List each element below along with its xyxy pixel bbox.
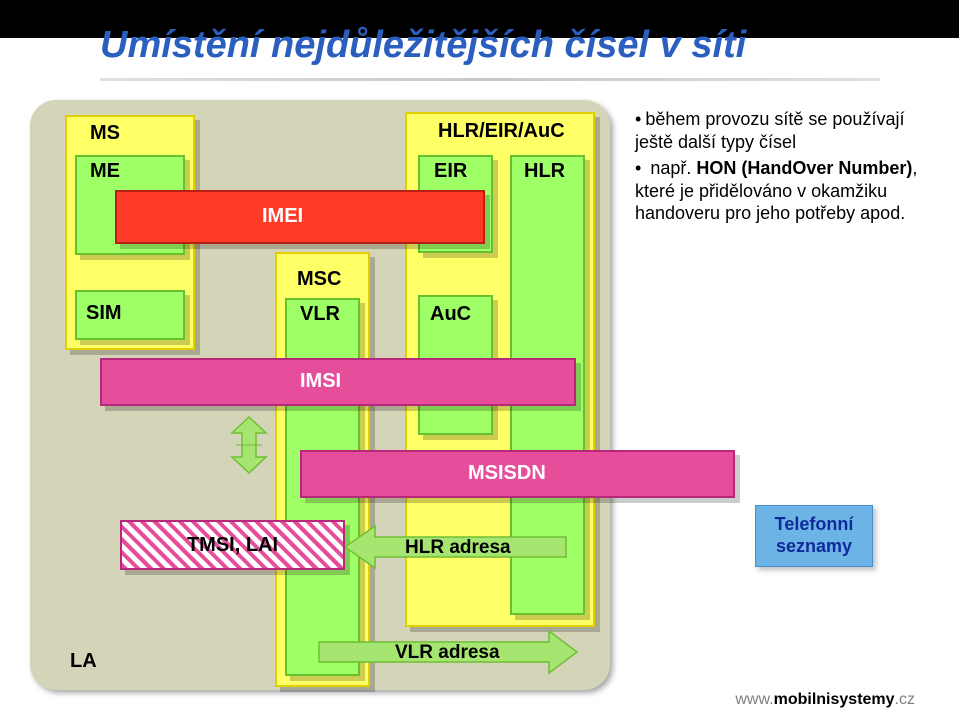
footer-www: www.: [735, 691, 773, 708]
vlr-adresa-label: VLR adresa: [395, 642, 500, 664]
phone-dir-line1: Telefonní: [775, 514, 854, 534]
tmsi-lai-label: TMSI, LAI: [122, 522, 343, 568]
phone-directory-box: Telefonní seznamy: [755, 505, 873, 567]
ms-label: MS: [90, 122, 120, 145]
slide: Umístění nejdůležitějších čísel v síti L…: [0, 0, 959, 719]
tmsi-lai-bar: TMSI, LAI: [120, 520, 345, 570]
bullet-text: během provozu sítě se používají ještě da…: [635, 108, 935, 229]
footer-cz: .cz: [895, 691, 915, 708]
bullet-2: např. HON (HandOver Number), které je př…: [635, 157, 935, 225]
imsi-label: IMSI: [300, 370, 341, 393]
vlr-label: VLR: [300, 303, 340, 326]
msc-label: MSC: [297, 268, 341, 291]
me-label: ME: [90, 160, 120, 183]
imei-label: IMEI: [262, 205, 303, 228]
bullet-2b: HON (HandOver Number): [696, 158, 912, 178]
hlr-eir-auc-label: HLR/EIR/AuC: [438, 120, 565, 143]
la-label: LA: [70, 650, 97, 673]
auc-label: AuC: [430, 303, 471, 326]
bullet-1: během provozu sítě se používají ještě da…: [635, 108, 935, 153]
msisdn-label: MSISDN: [468, 462, 546, 485]
phone-dir-line2: seznamy: [776, 536, 852, 556]
eir-label: EIR: [434, 160, 467, 183]
double-arrow-icon: [222, 415, 277, 475]
page-title: Umístění nejdůležitějších čísel v síti: [100, 24, 746, 67]
hlr-label: HLR: [524, 160, 565, 183]
footer-bold: mobilnisystemy: [774, 691, 895, 708]
sim-label: SIM: [86, 302, 122, 325]
hlr-adresa-label: HLR adresa: [405, 537, 511, 559]
bullet-2a: např.: [650, 158, 696, 178]
footer-url: www.mobilnisystemy.cz: [735, 691, 915, 709]
title-underline: [100, 78, 880, 81]
